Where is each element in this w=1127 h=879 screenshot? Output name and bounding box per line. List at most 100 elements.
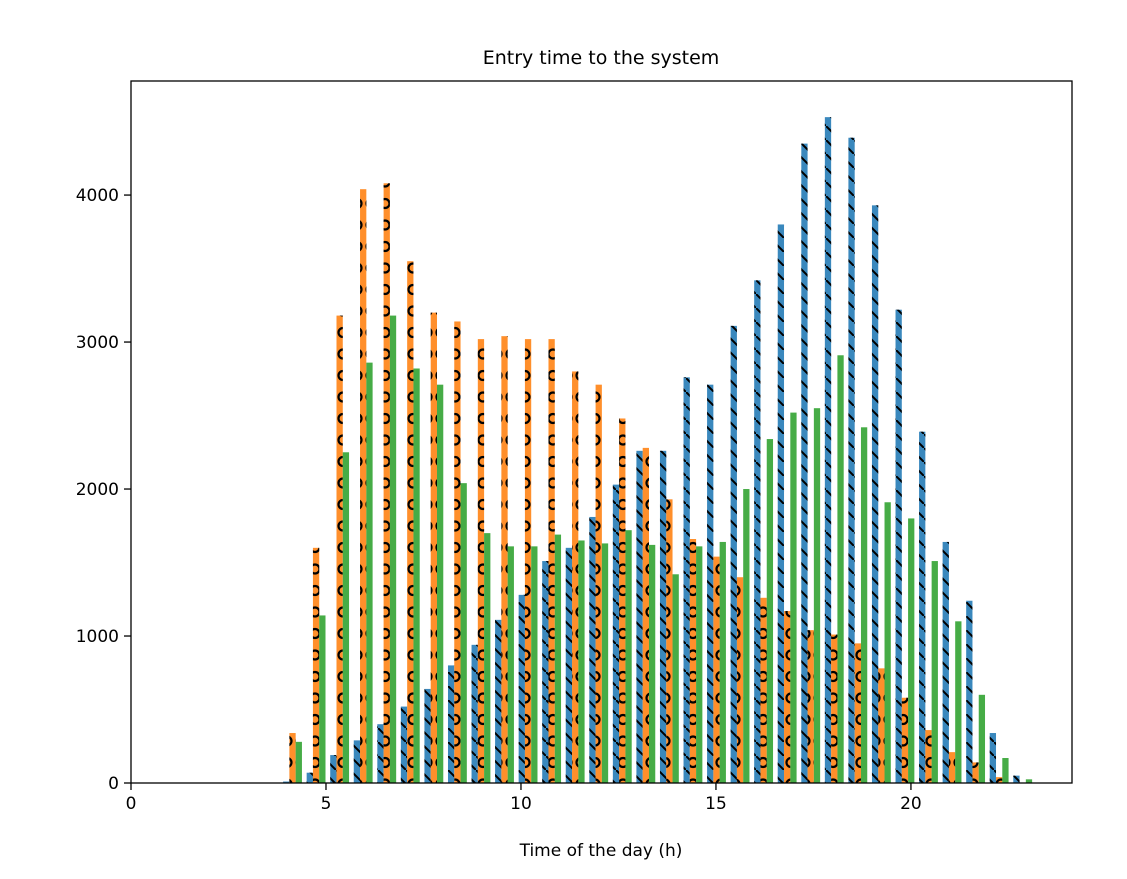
bar-series2-bin22 bbox=[813, 408, 821, 783]
bar-hatch bbox=[878, 668, 885, 783]
bar-hatch bbox=[854, 643, 861, 783]
bar-hatch bbox=[683, 377, 690, 783]
bar-series2-bin31 bbox=[1025, 779, 1033, 783]
x-tick-label: 0 bbox=[126, 794, 137, 814]
bar-hatch bbox=[713, 556, 720, 783]
axes-frame bbox=[130, 80, 1073, 784]
bar-series2-bin20 bbox=[766, 439, 774, 783]
bar-hatch bbox=[848, 137, 855, 783]
bar-hatch bbox=[548, 339, 555, 783]
bar-hatch bbox=[966, 600, 973, 783]
bar-hatch bbox=[760, 597, 767, 783]
bar-hatch bbox=[996, 777, 1003, 783]
y-tick-label: 1000 bbox=[76, 627, 119, 647]
bar-hatch bbox=[400, 706, 408, 783]
bar-hatch bbox=[283, 781, 290, 783]
bar-hatch bbox=[330, 755, 337, 783]
bar-series2-bin17 bbox=[696, 546, 703, 783]
bar-hatch bbox=[642, 447, 649, 783]
x-tick-label: 15 bbox=[705, 794, 727, 814]
bar-hatch bbox=[919, 431, 926, 783]
bar-hatch bbox=[659, 450, 667, 783]
bar-hatch bbox=[824, 117, 832, 783]
bar-series2-bin18 bbox=[719, 541, 726, 783]
bar-hatch bbox=[430, 312, 437, 783]
bar-hatch bbox=[477, 339, 485, 783]
bar-hatch bbox=[454, 321, 461, 783]
bar-hatch bbox=[942, 541, 949, 783]
bar-hatch bbox=[895, 309, 902, 783]
bar-series2-bin14 bbox=[625, 530, 632, 783]
bar-series2-bin12 bbox=[578, 540, 585, 783]
bar-series2-bin19 bbox=[743, 489, 750, 783]
bar-hatch bbox=[801, 143, 808, 783]
y-tick-label: 4000 bbox=[76, 186, 119, 206]
bar-hatch bbox=[360, 189, 367, 783]
bar-series2-bin7 bbox=[460, 483, 467, 783]
bar-hatch bbox=[736, 577, 744, 783]
y-axis: 0 1000 2000 3000 4000 bbox=[76, 186, 131, 794]
bar-hatch bbox=[595, 384, 602, 783]
x-axis: 0 5 10 15 20 bbox=[126, 783, 922, 814]
bar-series2-bin8 bbox=[484, 533, 491, 783]
bar-hatch bbox=[524, 339, 532, 783]
bar-hatch bbox=[383, 183, 390, 783]
bar-series2-bin23 bbox=[837, 355, 844, 783]
chart-title: Entry time to the system bbox=[483, 47, 720, 69]
y-tick-label: 3000 bbox=[76, 333, 119, 353]
bar-series2-bin28 bbox=[955, 621, 962, 783]
bar-hatch bbox=[831, 634, 838, 783]
bar-series2-bin24 bbox=[860, 427, 868, 783]
bar-series2-bin25 bbox=[884, 502, 891, 783]
bar-series2-bin4 bbox=[389, 315, 397, 783]
bar-hatch bbox=[925, 730, 932, 783]
x-tick-label: 5 bbox=[321, 794, 332, 814]
x-axis-label: Time of the day (h) bbox=[519, 841, 683, 861]
bar-series2-bin29 bbox=[978, 694, 986, 783]
bar-series2-bin30 bbox=[1002, 758, 1009, 783]
bar-hatch bbox=[589, 516, 596, 783]
bar-hatch bbox=[730, 325, 737, 783]
bar-hatch bbox=[619, 418, 626, 783]
bar-hatch bbox=[807, 630, 814, 783]
bar-hatch bbox=[707, 384, 714, 783]
bar-hatch bbox=[306, 772, 313, 783]
bar-hatch bbox=[407, 261, 414, 784]
bar-series2-bin11 bbox=[554, 534, 562, 783]
x-tick-label: 10 bbox=[510, 794, 532, 814]
bar-hatch bbox=[312, 547, 320, 783]
bar-hatch bbox=[501, 336, 508, 783]
bar-series2-bin26 bbox=[908, 518, 915, 783]
bar-series2-bin9 bbox=[507, 546, 514, 783]
bar-series2-bin3 bbox=[366, 362, 373, 783]
bar-hatch bbox=[518, 594, 525, 783]
bar-series2-bin10 bbox=[531, 546, 538, 783]
bar-hatch bbox=[784, 611, 791, 783]
bar-series2-bin1 bbox=[319, 615, 326, 783]
bar-hatch bbox=[572, 371, 579, 783]
bar-hatch bbox=[289, 733, 296, 783]
bar-hatch bbox=[777, 224, 785, 784]
bar-series2-bin0 bbox=[295, 741, 302, 783]
bar-hatch bbox=[666, 499, 673, 783]
bar-hatch bbox=[754, 280, 761, 783]
y-tick-label: 2000 bbox=[76, 480, 119, 500]
bar-hatch bbox=[336, 315, 343, 783]
bar-series2-bin13 bbox=[601, 543, 609, 783]
bar-series2-bin27 bbox=[931, 561, 938, 783]
bar-hatch bbox=[471, 644, 478, 783]
bar-hatch bbox=[636, 450, 643, 783]
bar-hatch bbox=[377, 724, 384, 783]
bar-hatch bbox=[689, 539, 697, 783]
bar-series2-bin16 bbox=[672, 574, 679, 783]
bar-series2-bin5 bbox=[413, 368, 420, 783]
bar-hatch bbox=[612, 484, 620, 783]
bar-hatch bbox=[948, 752, 956, 783]
bar-series2-bin21 bbox=[790, 412, 797, 783]
bar-hatch bbox=[1013, 775, 1020, 783]
bar-series2-bin6 bbox=[436, 384, 444, 783]
bar-hatch bbox=[565, 547, 573, 783]
bar-hatch bbox=[542, 561, 549, 783]
bar-hatch bbox=[447, 665, 455, 783]
